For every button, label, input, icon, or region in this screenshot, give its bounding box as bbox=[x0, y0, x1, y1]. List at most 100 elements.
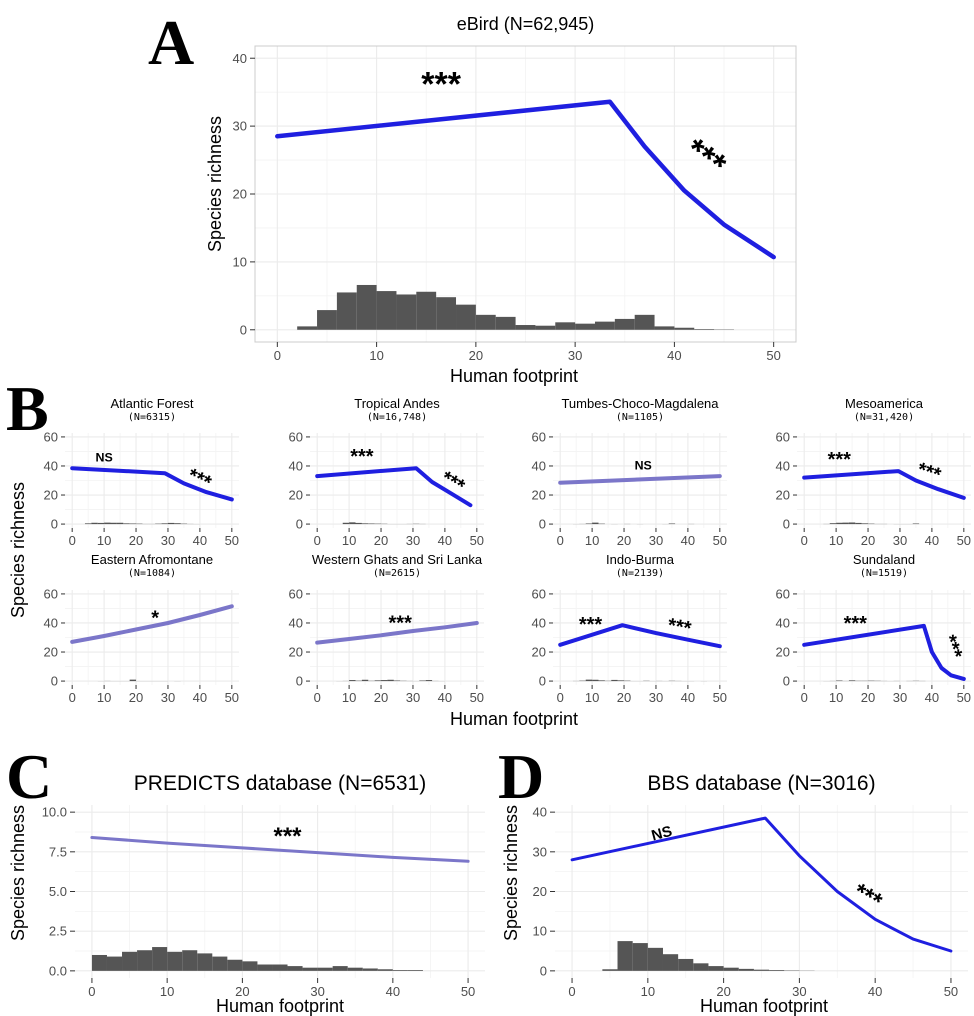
histogram-bar bbox=[161, 523, 168, 525]
significance-label: *** bbox=[421, 66, 461, 104]
chart-title: Mesoamerica bbox=[845, 396, 924, 411]
histogram-bar bbox=[602, 969, 618, 971]
histogram-bar bbox=[436, 297, 457, 330]
x-tick-label: 10 bbox=[641, 984, 655, 999]
histogram-bar bbox=[387, 679, 394, 682]
histogram-bar bbox=[356, 284, 377, 330]
y-tick-label: 60 bbox=[532, 429, 546, 444]
histogram-bar bbox=[632, 943, 648, 971]
x-tick-label: 10 bbox=[369, 348, 383, 363]
histogram-bar bbox=[317, 310, 337, 330]
y-tick-label: 60 bbox=[289, 586, 303, 601]
chart-title: eBird (N=62,945) bbox=[457, 14, 595, 34]
histogram-bar bbox=[708, 966, 724, 971]
histogram-bar bbox=[475, 314, 496, 330]
histogram-bar bbox=[91, 954, 107, 971]
y-tick-label: 0 bbox=[51, 517, 58, 532]
x-tick-label: 30 bbox=[792, 984, 806, 999]
y-tick-label: 60 bbox=[44, 429, 58, 444]
panel-b5: 0 20 40 60 0 10 20 30 40 50 Eastern Afromontane(N=… bbox=[44, 552, 240, 705]
y-tick-label: 0 bbox=[539, 517, 546, 532]
y-tick-label: 20 bbox=[289, 488, 303, 503]
histogram-bar bbox=[674, 327, 695, 330]
x-tick-label: 10 bbox=[829, 690, 843, 705]
y-tick-label: 20 bbox=[233, 187, 247, 202]
y-tick-label: 20 bbox=[532, 488, 546, 503]
x-tick-label: 0 bbox=[69, 690, 76, 705]
y-tick-label: 40 bbox=[289, 459, 303, 474]
histogram-bar bbox=[836, 522, 843, 525]
histogram-bar bbox=[678, 958, 694, 971]
x-tick-label: 50 bbox=[225, 533, 239, 548]
x-tick-label: 10 bbox=[585, 533, 599, 548]
histogram-bar bbox=[368, 523, 375, 525]
chart-title: PREDICTS database (N=6531) bbox=[134, 772, 426, 795]
histogram-bar bbox=[585, 523, 593, 525]
ns-label: NS bbox=[635, 459, 652, 473]
chart-title: Atlantic Forest bbox=[110, 396, 193, 411]
histogram-bar bbox=[662, 954, 679, 971]
histogram-bar bbox=[456, 304, 476, 330]
histogram-bar bbox=[116, 522, 124, 525]
panel-letter-b: B bbox=[6, 373, 49, 444]
histogram-bar bbox=[302, 967, 318, 971]
chart-title: Sundaland bbox=[853, 552, 915, 567]
histogram-bar bbox=[575, 323, 595, 330]
histogram-bar bbox=[861, 523, 869, 525]
x-tick-label: 40 bbox=[681, 690, 695, 705]
histogram-bar bbox=[374, 680, 382, 682]
histogram-bar bbox=[242, 961, 258, 971]
y-tick-label: 40 bbox=[44, 616, 58, 631]
histogram-bar bbox=[332, 966, 348, 971]
x-tick-label: 40 bbox=[868, 984, 882, 999]
x-tick-label: 50 bbox=[713, 533, 727, 548]
histogram-bar bbox=[592, 679, 599, 682]
chart-subtitle: (N=31,420) bbox=[854, 412, 914, 423]
x-tick-label: 0 bbox=[557, 533, 564, 548]
histogram-bar bbox=[287, 966, 303, 971]
y-tick-label: 7.5 bbox=[49, 844, 67, 859]
y-tick-label: 40 bbox=[532, 459, 546, 474]
panel-b6: 0 20 40 60 0 10 20 30 40 50 Western Ghats and Sri … bbox=[289, 552, 485, 705]
x-tick-label: 20 bbox=[374, 690, 388, 705]
histogram-bar bbox=[377, 969, 393, 971]
chart-title: Indo-Burma bbox=[606, 552, 675, 567]
y-tick-label: 40 bbox=[233, 51, 247, 66]
fitted-curve bbox=[558, 474, 722, 485]
ns-label: NS bbox=[650, 824, 674, 845]
chart-title: Western Ghats and Sri Lanka bbox=[312, 552, 483, 567]
histogram-bar bbox=[769, 970, 785, 971]
x-tick-label: 40 bbox=[925, 533, 939, 548]
panel-letter-d: D bbox=[498, 741, 544, 812]
histogram-bar bbox=[585, 679, 593, 682]
histogram-bar bbox=[723, 967, 739, 971]
x-tick-label: 0 bbox=[568, 984, 575, 999]
x-tick-label: 50 bbox=[957, 690, 971, 705]
histogram-bar bbox=[693, 963, 709, 971]
histogram-bar bbox=[634, 314, 655, 330]
histogram-bar bbox=[137, 950, 153, 971]
fitted-curve bbox=[70, 466, 234, 502]
fitted-curve bbox=[802, 623, 966, 681]
histogram-bar bbox=[349, 522, 356, 525]
x-tick-label: 0 bbox=[274, 348, 281, 363]
chart-subtitle: (N=6315) bbox=[128, 412, 176, 423]
y-tick-label: 20 bbox=[44, 488, 58, 503]
y-tick-label: 40 bbox=[776, 616, 790, 631]
x-tick-label: 50 bbox=[461, 984, 475, 999]
fitted-curve bbox=[275, 99, 776, 260]
histogram-bar bbox=[614, 318, 635, 330]
x-tick-label: 40 bbox=[438, 690, 452, 705]
panel-c: 0.0 2.5 5.0 7.5 10.0 0 10 20 30 40 50 PREDICTS data… bbox=[42, 772, 485, 999]
histogram-bar bbox=[515, 325, 536, 330]
y-tick-label: 2.5 bbox=[49, 924, 67, 939]
histogram-bar bbox=[106, 956, 123, 971]
histogram-bar bbox=[829, 523, 837, 525]
x-tick-label: 40 bbox=[925, 690, 939, 705]
panel-b2: 0 20 40 60 0 10 20 30 40 50 Tropical Andes(N=16,74… bbox=[289, 396, 485, 548]
histogram-bar bbox=[393, 680, 401, 682]
panel-b7: 0 20 40 60 0 10 20 30 40 50 Indo-Burma(N=2139) *** *… bbox=[532, 552, 728, 705]
histogram-bar bbox=[617, 941, 633, 971]
